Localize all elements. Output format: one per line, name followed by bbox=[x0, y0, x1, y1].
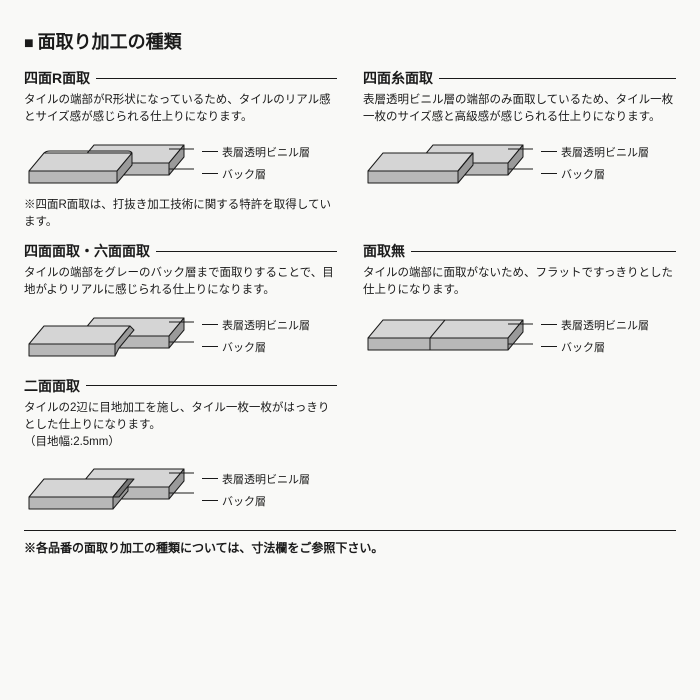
section-title: 面取無 bbox=[363, 241, 405, 261]
section-title: 四面R面取 bbox=[24, 68, 90, 88]
rule bbox=[411, 251, 676, 252]
section-2-chamfer: 二面面取 タイルの2辺に目地加工を施し、タイル一枚一枚がはっきりとした仕上りにな… bbox=[24, 376, 337, 523]
layer-labels: 表層透明ビニル層 バック層 bbox=[541, 144, 649, 182]
section-desc: タイルの端部をグレーのバック層まで面取りすることで、目地がよりリアルに感じられる… bbox=[24, 265, 337, 300]
rule bbox=[156, 251, 337, 252]
section-4-6-chamfer: 四面面取・六面面取 タイルの端部をグレーのバック層まで面取りすることで、目地がよ… bbox=[24, 241, 337, 366]
section-title: 二面面取 bbox=[24, 376, 80, 396]
layer-labels: 表層透明ビニル層 バック層 bbox=[202, 317, 310, 355]
layer-labels: 表層透明ビニル層 バック層 bbox=[202, 471, 310, 509]
section-desc: タイルの端部がR形状になっているため、タイルのリアル感とサイズ感が感じられる仕上… bbox=[24, 92, 337, 127]
diagram-no-chamfer bbox=[363, 306, 533, 366]
footer-note: ※各品番の面取り加工の種類については、寸法欄をご参照下さい。 bbox=[24, 530, 676, 556]
rule bbox=[96, 78, 337, 79]
diagram-4-6-chamfer bbox=[24, 306, 194, 366]
diagram-thread-chamfer bbox=[363, 133, 533, 193]
section-title: 四面面取・六面面取 bbox=[24, 241, 150, 261]
section-thread-chamfer: 四面糸面取 表層透明ビニル層の端部のみ面取しているため、タイル一枚一枚のサイズ感… bbox=[363, 68, 676, 231]
section-no-chamfer: 面取無 タイルの端部に面取がないため、フラットですっきりとした仕上りになります。… bbox=[363, 241, 676, 366]
layer-labels: 表層透明ビニル層 バック層 bbox=[541, 317, 649, 355]
sections-grid: 四面R面取 タイルの端部がR形状になっているため、タイルのリアル感とサイズ感が感… bbox=[24, 68, 676, 522]
section-note: ※四面R面取は、打抜き加工技術に関する特許を取得しています。 bbox=[24, 197, 337, 232]
section-r-chamfer: 四面R面取 タイルの端部がR形状になっているため、タイルのリアル感とサイズ感が感… bbox=[24, 68, 337, 231]
rule bbox=[86, 385, 337, 386]
main-title: ■面取り加工の種類 bbox=[24, 28, 676, 54]
diagram-2-chamfer bbox=[24, 457, 194, 522]
section-desc: タイルの端部に面取がないため、フラットですっきりとした仕上りになります。 bbox=[363, 265, 676, 300]
section-title: 四面糸面取 bbox=[363, 68, 433, 88]
layer-labels: 表層透明ビニル層 バック層 bbox=[202, 144, 310, 182]
section-desc: 表層透明ビニル層の端部のみ面取しているため、タイル一枚一枚のサイズ感と高級感が感… bbox=[363, 92, 676, 127]
section-desc: タイルの2辺に目地加工を施し、タイル一枚一枚がはっきりとした仕上りになります。 … bbox=[24, 400, 337, 452]
diagram-r-chamfer bbox=[24, 133, 194, 193]
rule bbox=[439, 78, 676, 79]
